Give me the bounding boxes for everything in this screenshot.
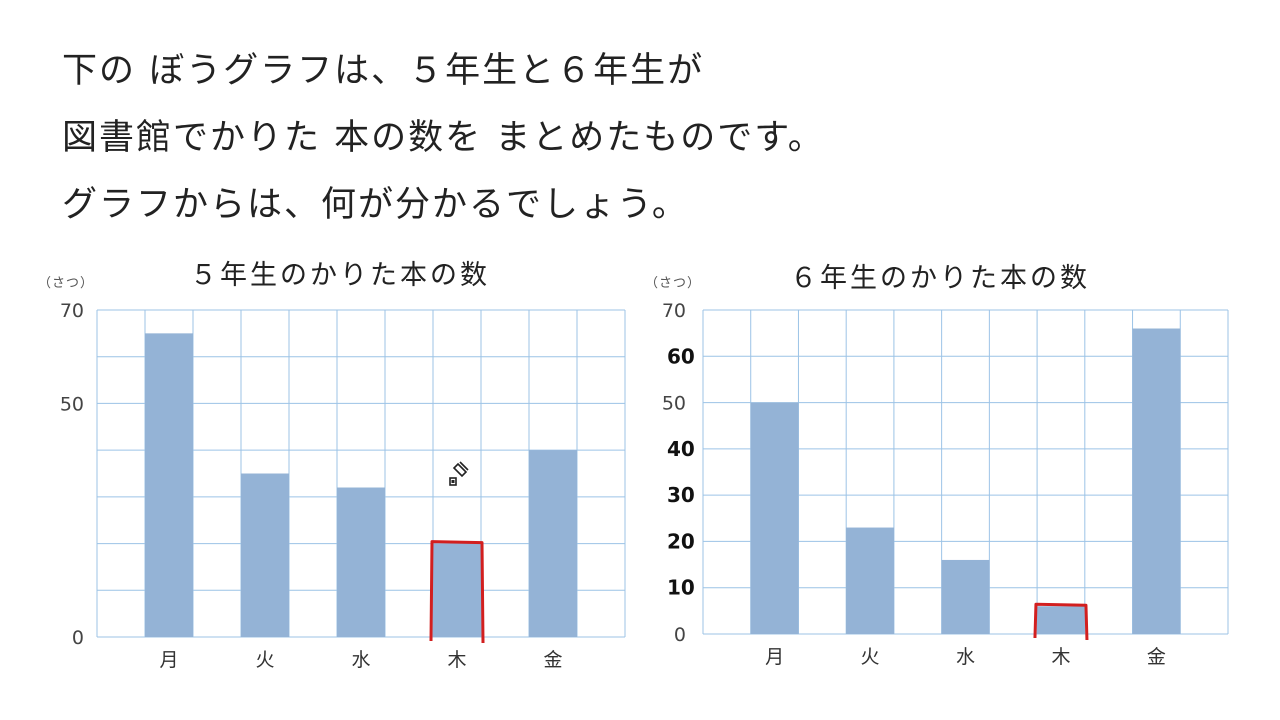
highlight-marker [1033, 602, 1089, 641]
bar-水 [941, 559, 990, 634]
pen-eraser-cursor-icon [449, 461, 469, 486]
handwritten-y-tick: 40 [667, 437, 695, 461]
category-label: 月 [765, 646, 784, 668]
y-tick-label: 70 [60, 300, 84, 322]
category-label: 水 [956, 646, 975, 668]
category-label: 火 [861, 646, 880, 668]
y-tick-label: 50 [662, 393, 686, 415]
bar-火 [241, 473, 289, 637]
bar-月 [750, 402, 799, 634]
category-label: 木 [447, 649, 466, 671]
question-line-3: グラフからは、何が分かるでしょう。 [62, 185, 689, 225]
category-label: 水 [351, 649, 370, 671]
handwritten-y-tick: 30 [667, 483, 695, 507]
y-tick-label: 0 [674, 624, 686, 646]
bar-月 [145, 333, 193, 637]
y-tick-label: 0 [72, 627, 84, 649]
bar-火 [846, 527, 895, 634]
category-label: 金 [543, 649, 562, 671]
bar-木 [1036, 606, 1085, 634]
y-tick-label: 50 [60, 393, 84, 415]
bar-金 [529, 450, 577, 637]
category-label: 火 [255, 649, 274, 671]
question-text: 下の ぼうグラフは、５年生と６年生が 図書館でかりた 本の数を まとめたものです… [62, 38, 1242, 239]
question-line-1: 下の ぼうグラフは、５年生と６年生が [62, 51, 705, 91]
bar-水 [337, 487, 385, 637]
handwritten-y-tick: 10 [667, 576, 695, 600]
bar-木 [433, 543, 481, 637]
handwritten-y-tick: 60 [667, 344, 695, 368]
unit-label-grade6: （さつ） [645, 276, 702, 291]
bar-金 [1132, 328, 1181, 634]
category-label: 木 [1051, 646, 1070, 668]
y-tick-label: 70 [662, 300, 686, 322]
chart-title-grade5: ５年生のかりた本の数 [190, 260, 490, 291]
category-label: 金 [1147, 646, 1166, 668]
highlight-marker [429, 540, 485, 644]
chart-title-grade6: ６年生のかりた本の数 [790, 263, 1090, 294]
unit-label-grade5: （さつ） [38, 276, 95, 291]
category-label: 月 [159, 649, 178, 671]
question-line-2: 図書館でかりた 本の数を まとめたものです。 [62, 118, 825, 158]
handwritten-y-tick: 20 [667, 529, 695, 553]
